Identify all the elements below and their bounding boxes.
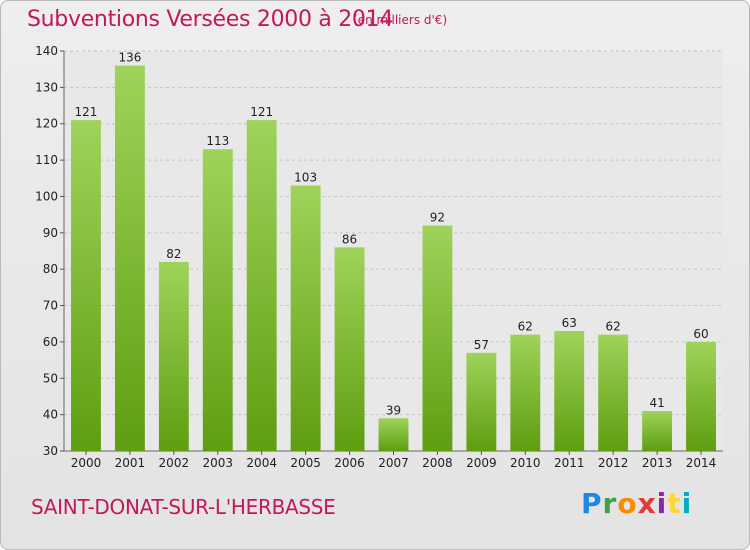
data-label-2005: 103	[294, 171, 317, 185]
x-tick-label-2011: 2011	[554, 456, 585, 470]
data-label-2011: 63	[562, 316, 577, 330]
x-tick-label-2004: 2004	[246, 456, 277, 470]
x-tick-label-2003: 2003	[202, 456, 233, 470]
data-label-2000: 121	[75, 105, 98, 119]
bar-2007	[378, 418, 409, 451]
x-tick-label-2009: 2009	[466, 456, 497, 470]
bar-2001	[114, 65, 145, 451]
bar-2009	[466, 352, 497, 451]
x-tick-label-2001: 2001	[115, 456, 146, 470]
x-tick-label-2014: 2014	[686, 456, 717, 470]
bar-2013	[642, 411, 673, 451]
data-label-2013: 41	[649, 396, 664, 410]
bar-2012	[598, 334, 629, 451]
bar-2006	[334, 247, 365, 451]
x-tick-label-2005: 2005	[290, 456, 321, 470]
data-label-2007: 39	[386, 403, 401, 417]
proxiti-logo: Proxiti	[581, 487, 693, 520]
data-label-2012: 62	[606, 320, 621, 334]
bar-2002	[158, 261, 189, 451]
chart-title: Subventions Versées 2000 à 2014	[27, 7, 394, 32]
x-tick-label-2012: 2012	[598, 456, 629, 470]
y-tick-label: 100	[35, 189, 58, 203]
data-label-2010: 62	[518, 320, 533, 334]
data-label-2008: 92	[430, 211, 445, 225]
city-name: SAINT-DONAT-SUR-L'HERBASSE	[31, 495, 336, 519]
x-tick-label-2010: 2010	[510, 456, 541, 470]
y-tick-label: 80	[43, 262, 58, 276]
data-label-2009: 57	[474, 338, 489, 352]
bar-2000	[71, 120, 101, 451]
y-tick-label: 40	[43, 408, 58, 422]
data-label-2006: 86	[342, 232, 357, 246]
bar-2005	[290, 185, 321, 451]
x-tick-label-2008: 2008	[422, 456, 453, 470]
y-tick-label: 120	[35, 117, 58, 131]
x-tick-label-2006: 2006	[334, 456, 365, 470]
y-tick-label: 30	[43, 444, 58, 458]
bar-2011	[554, 331, 585, 451]
y-tick-label: 70	[43, 299, 58, 313]
data-label-2001: 136	[118, 51, 141, 65]
data-label-2002: 82	[166, 247, 181, 261]
x-tick-label-2013: 2013	[642, 456, 673, 470]
data-label-2014: 60	[693, 327, 708, 341]
y-tick-label: 50	[43, 371, 58, 385]
bar-2008	[422, 225, 453, 451]
x-tick-label-2002: 2002	[159, 456, 190, 470]
y-tick-label: 130	[35, 80, 58, 94]
bar-2004	[246, 120, 277, 451]
data-label-2004: 121	[250, 105, 273, 119]
y-tick-label: 90	[43, 226, 58, 240]
y-tick-label: 110	[35, 153, 58, 167]
chart-subtitle: (en milliers d'€)	[353, 13, 448, 27]
y-tick-label: 60	[43, 335, 58, 349]
data-label-2003: 113	[206, 134, 229, 148]
bar-2003	[202, 149, 233, 451]
label-layer: 121 2000 136 2001 82 2002 113 2003 121 2004 103 200…	[71, 51, 717, 470]
x-tick-label-2007: 2007	[378, 456, 409, 470]
bar-2014	[686, 341, 716, 451]
bar-2010	[510, 334, 541, 451]
bar-layer	[71, 65, 716, 451]
y-tick-label: 140	[35, 44, 58, 58]
x-tick-label-2000: 2000	[71, 456, 102, 470]
